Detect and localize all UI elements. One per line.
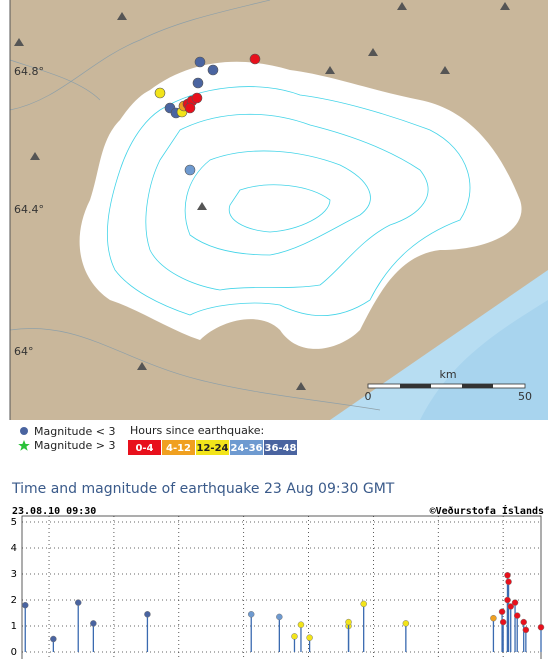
peaks <box>14 2 510 390</box>
point <box>345 618 352 626</box>
scale-end: 50 <box>518 390 532 403</box>
y-tick-label: 0 <box>11 647 17 658</box>
point <box>50 635 57 643</box>
point <box>74 599 82 606</box>
point <box>537 624 545 631</box>
y-tick-label: 2 <box>11 595 17 606</box>
chart-header: 23.08.10 09:30 <box>12 506 96 517</box>
point <box>499 618 507 626</box>
glacier <box>79 61 522 349</box>
point <box>21 601 29 609</box>
credit: ©Veðurstofa Íslands <box>430 504 544 517</box>
legend-label: 0-4 <box>135 443 153 454</box>
point <box>505 578 512 586</box>
point <box>522 626 530 634</box>
map-quakes <box>154 53 261 176</box>
y-tick-label: 5 <box>11 517 17 528</box>
legend-swatch <box>264 440 297 455</box>
legend-dot <box>20 427 28 435</box>
lat-label: 64° <box>14 345 34 358</box>
hours-legend: 0-4 4-12 12-24 24-36 36-48 <box>128 440 297 455</box>
legend-swatch <box>230 440 263 455</box>
legend-label: 4-12 <box>166 443 191 454</box>
point <box>297 621 305 628</box>
legend-swatch <box>162 440 195 455</box>
point <box>504 572 511 579</box>
point <box>513 612 521 619</box>
scale-unit: km <box>439 368 456 381</box>
point <box>276 613 283 621</box>
point <box>90 620 97 627</box>
legend-swatch <box>196 440 229 455</box>
sea <box>420 300 548 420</box>
point <box>520 618 527 626</box>
lat-label: 64.4° <box>14 203 44 216</box>
plot: 0 1 2 3 4 5 <box>11 515 545 659</box>
lat-label: 64.8° <box>14 65 44 78</box>
legend-label: 12-24 <box>197 443 229 454</box>
point <box>511 599 519 606</box>
legend-label: Magnitude > 3 <box>34 439 116 452</box>
contours <box>106 86 471 317</box>
roads <box>9 0 381 411</box>
plot-frame <box>21 515 542 659</box>
point <box>507 603 514 610</box>
y-tick-label: 4 <box>11 543 17 554</box>
point <box>498 608 506 615</box>
legend-label: 24-36 <box>231 443 263 454</box>
point <box>247 611 255 618</box>
legend-star <box>18 440 30 451</box>
legend-title: Hours since earthquake: <box>130 424 264 437</box>
scale-start: 0 <box>365 390 372 403</box>
point <box>360 600 367 608</box>
point <box>144 611 151 618</box>
y-tick-label: 3 <box>11 569 17 580</box>
point <box>402 620 410 627</box>
point <box>291 633 298 640</box>
y-tick-label: 1 <box>11 621 17 632</box>
point <box>490 614 497 622</box>
title: Time and magnitude of earthquake <box>11 481 260 497</box>
point <box>306 634 313 641</box>
map: 64.8° 64.4° 64° km 0 50 <box>9 0 548 420</box>
date: 23 Aug 09:30 GMT <box>264 481 395 497</box>
scale-bar <box>367 383 526 389</box>
point <box>504 596 511 604</box>
legend-label: Magnitude < 3 <box>34 425 116 438</box>
legend-swatch <box>128 440 161 455</box>
legend-label: 36-48 <box>265 443 297 454</box>
